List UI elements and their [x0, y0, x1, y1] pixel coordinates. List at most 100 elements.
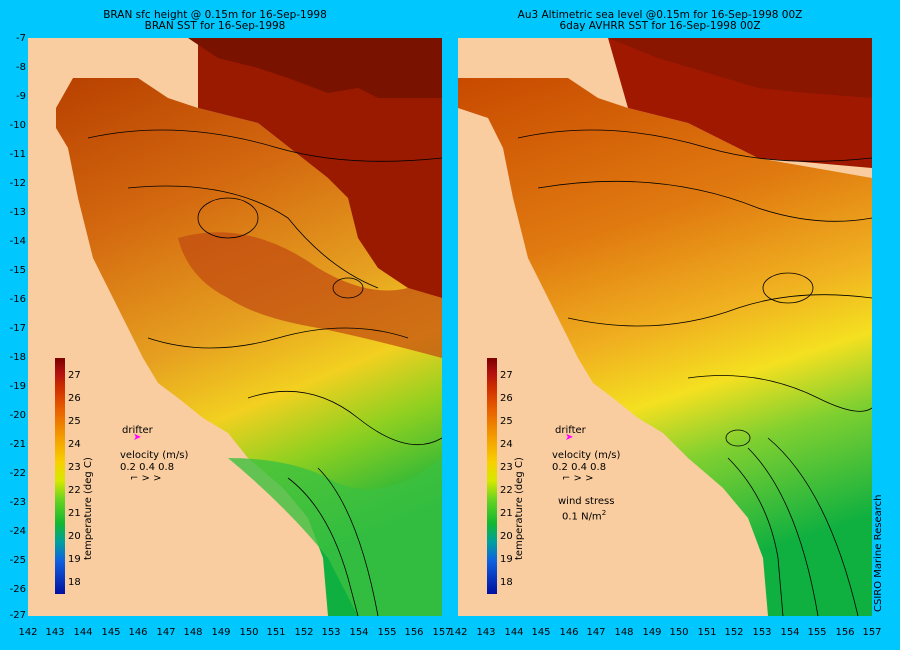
- right-title-line1: Au3 Altimetric sea level @0.15m for 16-S…: [517, 9, 803, 21]
- warm-water: [198, 38, 442, 298]
- y-tick: -10: [9, 120, 26, 131]
- y-tick: -8: [16, 62, 26, 73]
- x-tick: 142: [448, 627, 468, 638]
- x-tick: 152: [294, 627, 314, 638]
- x-tick: 152: [724, 627, 744, 638]
- x-tick: 149: [642, 627, 662, 638]
- colorbar-tick: 21: [500, 508, 513, 519]
- colorbar-tick: 25: [500, 416, 513, 427]
- x-tick: 148: [183, 627, 203, 638]
- x-tick: 145: [101, 627, 121, 638]
- y-tick: -9: [16, 91, 26, 102]
- y-tick: -26: [9, 584, 26, 595]
- y-tick: -21: [9, 439, 26, 450]
- x-tick: 153: [321, 627, 341, 638]
- colorbar-tick: 19: [500, 554, 513, 565]
- colorbar-tick: 25: [68, 416, 81, 427]
- colorbar-title: temperature (deg C): [514, 457, 525, 560]
- y-tick: -7: [16, 33, 26, 44]
- colorbar-right: [487, 358, 497, 594]
- cool-water: [228, 458, 442, 616]
- colorbar-tick: 24: [68, 439, 81, 450]
- x-tick: 142: [18, 627, 38, 638]
- x-tick: 144: [73, 627, 93, 638]
- colorbar-tick: 18: [68, 577, 81, 588]
- colorbar-tick: 26: [68, 393, 81, 404]
- colorbar-tick: 23: [68, 462, 81, 473]
- x-tick: 146: [559, 627, 579, 638]
- drifter-label: drifter: [555, 425, 586, 436]
- y-tick: -27: [9, 610, 26, 621]
- velocity-title: velocity (m/s): [120, 450, 189, 461]
- new-guinea-land: [188, 38, 442, 98]
- wind-stress-value: 0.1 N/m2: [562, 509, 606, 522]
- x-tick: 145: [531, 627, 551, 638]
- right-map-panel: [458, 38, 872, 616]
- wind-stress-value-text: 0.1 N/m: [562, 511, 602, 523]
- left-contours: [87, 129, 442, 616]
- left-title-line1: BRAN sfc height @ 0.15m for 16-Sep-1998: [103, 9, 327, 21]
- colorbar-tick: 21: [68, 508, 81, 519]
- y-tick: -17: [9, 323, 26, 334]
- x-tick: 156: [404, 627, 424, 638]
- drifter-marker: ➤: [565, 432, 574, 443]
- warm-swirl: [178, 232, 442, 358]
- y-tick: -14: [9, 236, 26, 247]
- y-tick: -19: [9, 381, 26, 392]
- right-contours: [517, 129, 872, 616]
- y-tick: -18: [9, 352, 26, 363]
- velocity-values: 0.2 0.4 0.8: [120, 462, 175, 473]
- x-tick: 150: [669, 627, 689, 638]
- sea-area: [458, 78, 872, 616]
- x-tick: 157: [432, 627, 452, 638]
- left-map-svg: [56, 38, 442, 616]
- velocity-arrows: ⌐ > >: [562, 473, 594, 484]
- right-map-svg: [458, 38, 872, 616]
- drifter-label: drifter: [122, 425, 153, 436]
- y-tick: -12: [9, 178, 26, 189]
- x-tick: 154: [349, 627, 369, 638]
- x-tick: 151: [266, 627, 286, 638]
- colorbar-tick: 26: [500, 393, 513, 404]
- velocity-arrows: ⌐ > >: [130, 473, 162, 484]
- x-tick: 156: [835, 627, 855, 638]
- colorbar-tick: 18: [500, 577, 513, 588]
- colorbar-tick: 20: [68, 531, 81, 542]
- colorbar-tick: 20: [500, 531, 513, 542]
- x-tick: 149: [211, 627, 231, 638]
- left-panel-title: BRAN sfc height @ 0.15m for 16-Sep-1998 …: [50, 10, 380, 32]
- colorbar-tick: 27: [500, 370, 513, 381]
- velocity-title: velocity (m/s): [552, 450, 621, 461]
- x-tick: 146: [128, 627, 148, 638]
- colorbar-title: temperature (deg C): [83, 457, 94, 560]
- y-tick: -20: [9, 410, 26, 421]
- colorbar-tick: 19: [68, 554, 81, 565]
- x-tick: 157: [862, 627, 882, 638]
- x-tick: 148: [614, 627, 634, 638]
- colorbar-tick: 22: [68, 485, 81, 496]
- y-tick: -13: [9, 207, 26, 218]
- x-tick: 143: [476, 627, 496, 638]
- y-tick: -22: [9, 468, 26, 479]
- x-tick: 155: [807, 627, 827, 638]
- right-title-line2: 6day AVHRR SST for 16-Sep-1998 00Z: [559, 20, 761, 32]
- velocity-values: 0.2 0.4 0.8: [552, 462, 607, 473]
- x-tick: 154: [780, 627, 800, 638]
- x-tick: 144: [504, 627, 524, 638]
- x-tick: 143: [45, 627, 65, 638]
- drifter-marker: ➤: [133, 432, 142, 443]
- y-tick: -25: [9, 555, 26, 566]
- sea-area: [56, 78, 442, 616]
- right-panel-title: Au3 Altimetric sea level @0.15m for 16-S…: [480, 10, 840, 32]
- new-guinea-land: [608, 38, 872, 98]
- x-tick: 147: [156, 627, 176, 638]
- x-tick: 150: [239, 627, 259, 638]
- wind-stress-label: wind stress: [558, 496, 615, 507]
- colorbar-tick: 22: [500, 485, 513, 496]
- y-tick: -15: [9, 265, 26, 276]
- colorbar-tick: 23: [500, 462, 513, 473]
- y-tick: -16: [9, 294, 26, 305]
- colorbar-tick: 24: [500, 439, 513, 450]
- y-tick: -23: [9, 497, 26, 508]
- x-tick: 147: [586, 627, 606, 638]
